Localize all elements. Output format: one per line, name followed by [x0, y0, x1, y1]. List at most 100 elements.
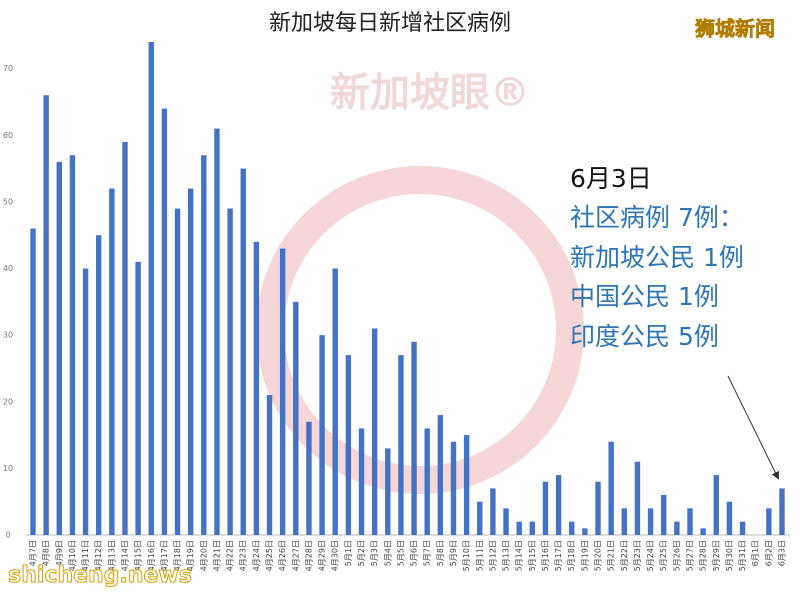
x-tick-label: 4月30日 [331, 540, 340, 571]
bar [647, 508, 654, 535]
x-tick-label: 5月20日 [594, 540, 603, 571]
x-tick-label: 5月13日 [502, 540, 511, 571]
x-tick-label: 4月15日 [134, 540, 143, 571]
x-tick-label: 4月13日 [107, 540, 116, 571]
x-tick-label: 4月24日 [252, 540, 261, 571]
x-tick-label: 4月14日 [120, 540, 129, 571]
x-tick-label: 5月26日 [672, 540, 681, 571]
x-tick-label: 5月15日 [528, 540, 537, 571]
x-tick-label: 5月31日 [738, 540, 747, 571]
x-tick-label: 5月1日 [344, 540, 353, 566]
bar [122, 141, 128, 535]
x-tick-label: 4月26日 [278, 540, 287, 571]
x-tick-label: 4月7日 [29, 540, 38, 566]
x-tick-label: 4月16日 [147, 540, 156, 571]
bar [56, 161, 62, 535]
bar [332, 268, 338, 535]
bar [739, 521, 746, 535]
y-tick-label: 50 [3, 197, 13, 206]
watermark-logo [256, 166, 584, 494]
bar [319, 335, 325, 535]
x-tick-label: 5月6日 [410, 540, 419, 566]
chart-title: 新加坡每日新增社区病例 [269, 11, 511, 36]
x-tick-label: 5月30日 [725, 540, 734, 571]
bar [555, 475, 562, 535]
y-tick-label: 60 [3, 131, 13, 140]
x-tick-label: 5月21日 [607, 540, 616, 571]
x-tick-label: 4月11日 [81, 540, 90, 571]
x-tick-label: 4月9日 [55, 540, 64, 566]
x-tick-label: 4月22日 [226, 540, 235, 571]
x-tick-label: 4月20日 [199, 540, 208, 571]
x-tick-label: 5月3日 [370, 540, 379, 566]
x-tick-label: 5月22日 [620, 540, 629, 571]
annotation-arrow [727, 375, 779, 480]
x-tick-label: 5月2日 [357, 540, 366, 566]
x-tick-label: 5月10日 [462, 540, 471, 571]
x-tick-label: 5月14日 [515, 540, 524, 571]
bar [766, 508, 772, 535]
bar [674, 521, 680, 535]
bar [398, 355, 404, 535]
x-tick-label: 5月29日 [712, 540, 721, 571]
bar [174, 208, 181, 535]
bar [529, 521, 536, 535]
x-tick-label: 4月25日 [265, 540, 274, 571]
bar [621, 508, 627, 535]
x-tick-label: 4月28日 [304, 540, 313, 571]
y-tick-label: 30 [3, 331, 13, 340]
bar [135, 261, 141, 535]
x-tick-label: 4月29日 [318, 540, 327, 571]
y-tick-label: 10 [3, 464, 13, 473]
bar [437, 415, 444, 535]
y-tick-label: 70 [3, 64, 13, 73]
bar [96, 235, 102, 535]
bar [569, 521, 575, 535]
x-tick-label: 6月2日 [764, 540, 773, 566]
x-tick-label: 4月23日 [239, 540, 248, 571]
x-tick-label: 5月12日 [488, 540, 497, 571]
bar [385, 448, 391, 535]
footer-watermark: shicheng.news [8, 563, 192, 588]
bar [306, 421, 312, 535]
annotation-date: 6月3日 [570, 164, 652, 193]
bar [608, 441, 614, 535]
x-tick-label: 5月4日 [383, 540, 392, 566]
y-tick-label: 0 [5, 531, 10, 540]
annotation-line: 社区病例 7例： [570, 203, 744, 232]
bar [450, 441, 457, 535]
annotation-line: 中国公民 1例 [570, 282, 719, 311]
x-tick-label: 5月27日 [686, 540, 695, 571]
x-tick-label: 5月25日 [659, 540, 668, 571]
bar [726, 501, 733, 535]
x-tick-label: 5月9日 [449, 540, 458, 566]
bar [69, 155, 76, 536]
x-tick-label: 6月1日 [751, 540, 760, 566]
bar [43, 95, 49, 536]
bar [490, 488, 496, 535]
x-tick-label: 5月8日 [436, 540, 445, 566]
x-tick-label: 5月16日 [541, 540, 550, 571]
annotation-line: 印度公民 5例 [570, 322, 719, 351]
bar [542, 481, 549, 535]
x-tick-label: 4月18日 [173, 540, 182, 571]
bar [30, 228, 36, 535]
bar [358, 428, 365, 535]
bar [516, 521, 522, 535]
bar [779, 488, 785, 535]
bar [371, 328, 378, 535]
x-tick-label: 4月19日 [186, 540, 195, 571]
y-tick-label: 40 [3, 264, 13, 273]
bar [687, 508, 693, 535]
bar [424, 428, 430, 535]
bar [253, 241, 260, 535]
bar [595, 481, 601, 535]
x-tick-label: 4月27日 [291, 540, 300, 571]
y-tick-label: 20 [3, 397, 13, 406]
x-tick-label: 5月18日 [567, 540, 576, 571]
bar [503, 508, 509, 535]
bar [463, 435, 470, 535]
x-tick-label: 4月10日 [68, 540, 77, 571]
bar [700, 528, 706, 535]
